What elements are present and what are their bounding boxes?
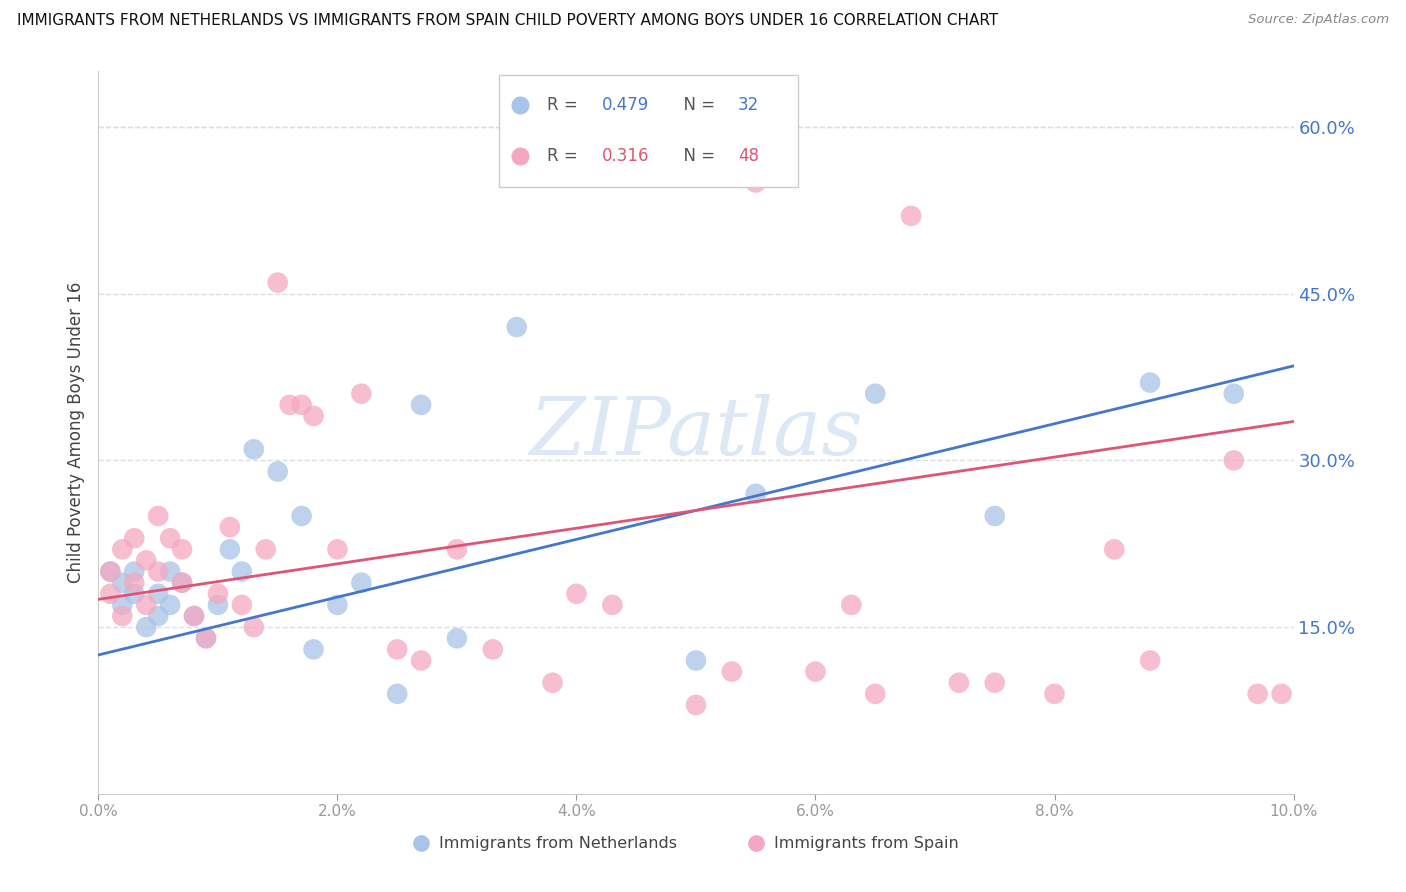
Point [685,653,707,667]
Point [326,598,349,612]
Text: Immigrants from Netherlands: Immigrants from Netherlands [439,836,678,850]
Point [219,542,242,557]
Point [984,675,1007,690]
Point [135,620,157,634]
Point [98,587,122,601]
Point [411,398,433,412]
Bar [499,75,797,187]
Point [267,465,290,479]
Text: 48: 48 [738,147,759,165]
Text: 0.316: 0.316 [602,147,650,165]
Point [745,176,768,190]
Point [1104,542,1126,557]
Point [207,587,229,601]
Point [984,508,1007,523]
Point [111,575,134,590]
Point [385,687,409,701]
Point [602,598,624,612]
Point [841,598,863,612]
Point [148,587,170,601]
Text: R =: R = [547,96,582,114]
Point [183,609,205,624]
Point [135,598,157,612]
Point [865,386,887,401]
Point [195,632,218,646]
Y-axis label: Child Poverty Among Boys Under 16: Child Poverty Among Boys Under 16 [66,282,84,583]
Point [124,531,146,545]
Point [219,520,242,534]
Point [446,542,468,557]
Point [291,398,314,412]
Point [721,665,744,679]
Point [302,642,325,657]
Point [565,587,588,601]
Point [506,320,529,334]
Text: N =: N = [673,147,721,165]
Point [302,409,325,423]
Point [278,398,301,412]
Point [385,642,409,657]
Point [98,565,122,579]
Point [172,575,194,590]
Point [124,565,146,579]
Point [172,542,194,557]
Point [865,687,887,701]
Point [243,620,266,634]
Point [1043,687,1066,701]
Point [172,575,194,590]
Point [745,487,768,501]
Point [159,598,181,612]
Point [148,565,170,579]
Point [1247,687,1270,701]
Point [1139,653,1161,667]
Point [111,542,134,557]
Point [111,609,134,624]
Point [254,542,277,557]
Point [326,542,349,557]
Point [207,598,229,612]
Point [124,587,146,601]
Point [541,675,564,690]
Point [1223,386,1246,401]
Point [231,565,253,579]
Point [243,442,266,457]
Point [135,553,157,567]
Point [350,386,373,401]
Point [804,665,827,679]
Point [411,653,433,667]
Text: IMMIGRANTS FROM NETHERLANDS VS IMMIGRANTS FROM SPAIN CHILD POVERTY AMONG BOYS UN: IMMIGRANTS FROM NETHERLANDS VS IMMIGRANT… [17,13,998,29]
Point [1223,453,1246,467]
Text: Immigrants from Spain: Immigrants from Spain [773,836,959,850]
Point [195,632,218,646]
Point [148,609,170,624]
Point [183,609,205,624]
Point [124,575,146,590]
Point [446,632,468,646]
Point [1139,376,1161,390]
Point [350,575,373,590]
Point [1271,687,1294,701]
Text: 0.479: 0.479 [602,96,648,114]
Text: R =: R = [547,147,582,165]
Text: ZIPatlas: ZIPatlas [529,394,863,471]
Point [900,209,922,223]
Text: 32: 32 [738,96,759,114]
Point [685,698,707,712]
Text: N =: N = [673,96,721,114]
Point [482,642,505,657]
Point [267,276,290,290]
Point [148,508,170,523]
Point [98,565,122,579]
Point [159,565,181,579]
Point [231,598,253,612]
Point [111,598,134,612]
Text: Source: ZipAtlas.com: Source: ZipAtlas.com [1249,13,1389,27]
Point [159,531,181,545]
Point [291,508,314,523]
Point [948,675,970,690]
